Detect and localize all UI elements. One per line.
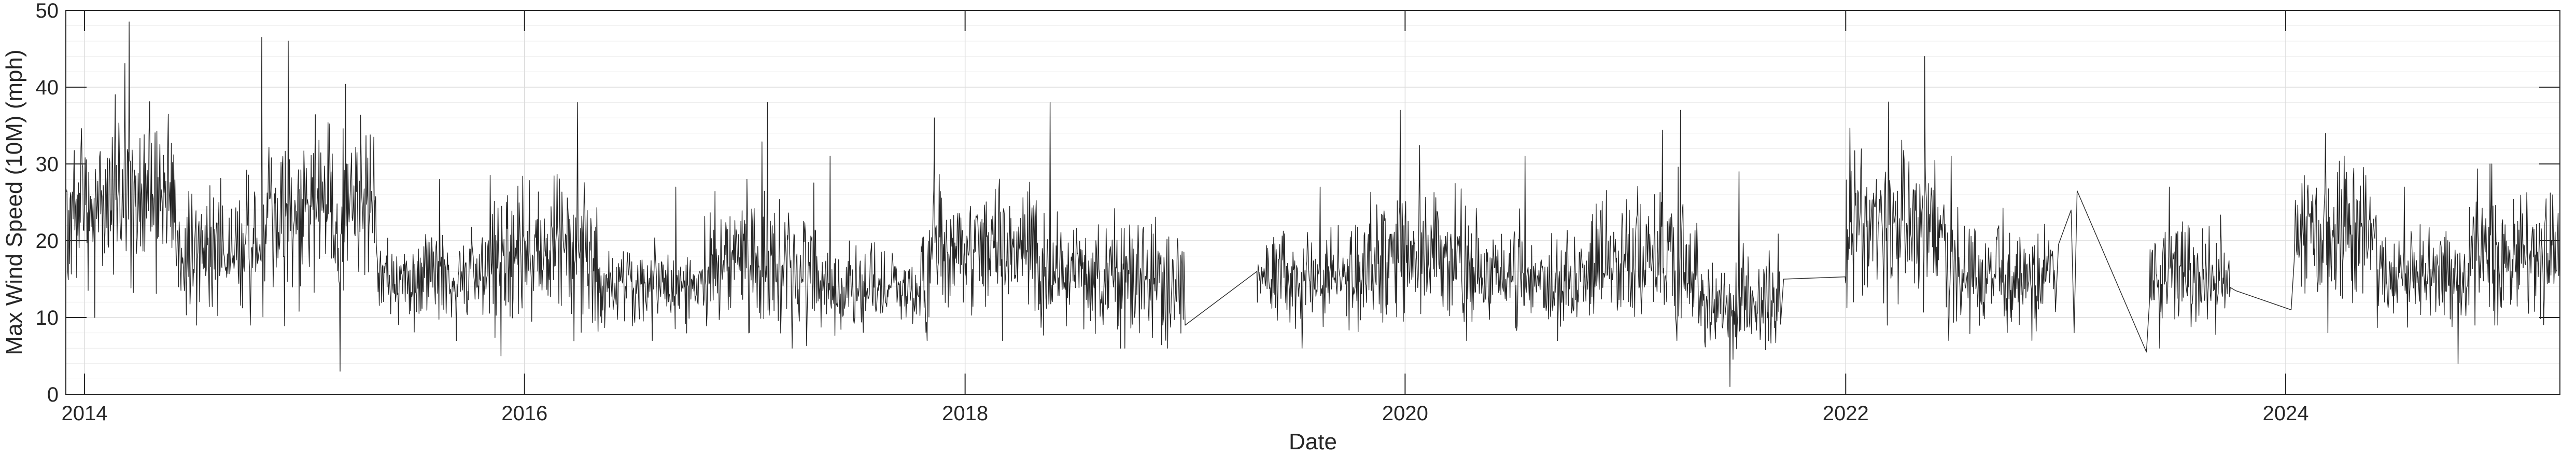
y-axis-label: Max Wind Speed (10M) (mph) — [2, 49, 27, 355]
y-tick-label: 50 — [36, 0, 59, 22]
x-tick-label: 2022 — [1823, 402, 1869, 425]
x-tick-label: 2018 — [942, 402, 988, 425]
tick-marks — [66, 10, 2560, 395]
x-tick-label: 2020 — [1382, 402, 1428, 425]
grid — [66, 10, 2560, 395]
series-line-group — [65, 21, 2560, 387]
y-tick-label: 30 — [36, 153, 59, 176]
plot-area-frame — [65, 10, 2560, 395]
x-tick-labels: 2014 2016 2018 2020 2022 2024 — [62, 402, 2309, 425]
x-tick-label: 2014 — [62, 402, 108, 425]
y-tick-label: 20 — [36, 230, 59, 253]
wind-speed-series-line — [65, 21, 2560, 387]
y-tick-labels: 0 10 20 30 40 50 — [36, 0, 59, 406]
y-tick-label: 40 — [36, 76, 59, 99]
x-axis-label: Date — [1289, 429, 1337, 454]
x-tick-label: 2016 — [501, 402, 547, 425]
y-tick-label: 10 — [36, 307, 59, 329]
x-tick-label: 2024 — [2263, 402, 2309, 425]
y-tick-label: 0 — [47, 383, 59, 406]
